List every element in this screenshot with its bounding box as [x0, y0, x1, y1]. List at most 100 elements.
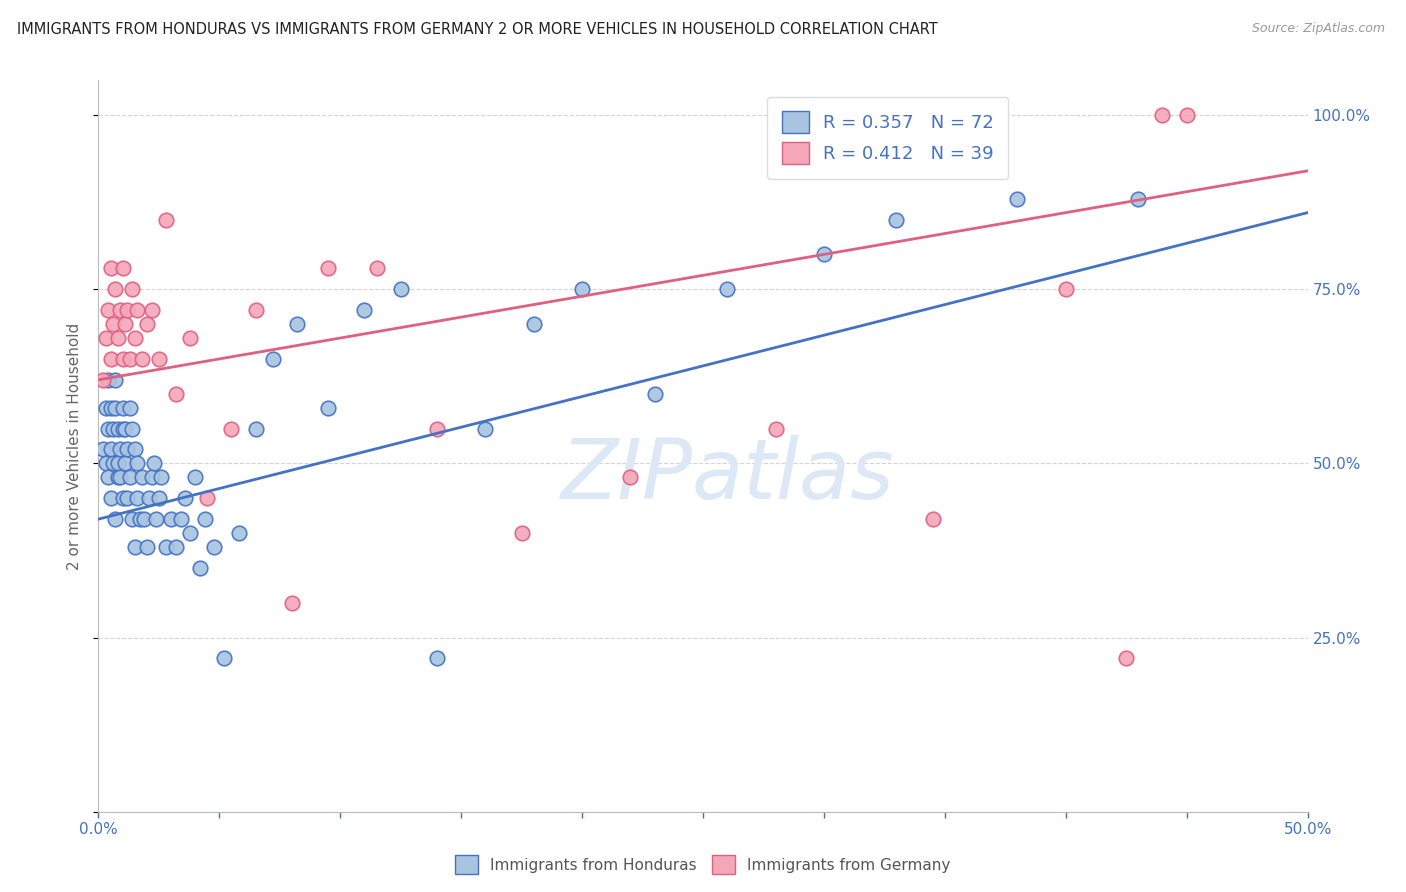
Point [111, 261, 134, 276]
Point [281, 596, 304, 610]
Point [353, 303, 375, 318]
Point [127, 491, 149, 506]
Point [104, 401, 127, 415]
Point [104, 373, 127, 387]
Point [523, 317, 546, 331]
Point [1007, 192, 1029, 206]
Point [921, 512, 943, 526]
Point [131, 470, 153, 484]
Point [174, 491, 197, 506]
Point [228, 526, 250, 541]
Point [644, 386, 666, 401]
Point [101, 317, 124, 331]
Point [117, 442, 139, 457]
Point [285, 317, 308, 331]
Point [619, 470, 641, 484]
Point [91, 442, 114, 457]
Point [108, 470, 131, 484]
Point [886, 212, 908, 227]
Point [245, 303, 267, 318]
Point [1115, 651, 1137, 665]
Point [155, 212, 177, 227]
Y-axis label: 2 or more Vehicles in Household: 2 or more Vehicles in Household [67, 322, 83, 570]
Point [165, 386, 187, 401]
Point [111, 401, 134, 415]
Point [135, 317, 157, 331]
Point [94, 401, 117, 415]
Point [510, 526, 533, 541]
Text: Source: ZipAtlas.com: Source: ZipAtlas.com [1251, 22, 1385, 36]
Point [141, 303, 163, 318]
Point [114, 317, 136, 331]
Point [131, 351, 153, 366]
Point [141, 470, 163, 484]
Point [179, 331, 201, 345]
Point [195, 491, 218, 506]
Point [138, 491, 160, 506]
Point [121, 282, 143, 296]
Point [474, 421, 496, 435]
Point [124, 540, 146, 554]
Point [117, 491, 139, 506]
Point [118, 351, 141, 366]
Text: IMMIGRANTS FROM HONDURAS VS IMMIGRANTS FROM GERMANY 2 OR MORE VEHICLES IN HOUSEH: IMMIGRANTS FROM HONDURAS VS IMMIGRANTS F… [17, 22, 938, 37]
Point [143, 457, 166, 471]
Point [121, 421, 143, 435]
Point [426, 651, 449, 665]
Legend: R = 0.357   N = 72, R = 0.412   N = 39: R = 0.357 N = 72, R = 0.412 N = 39 [768, 96, 1008, 178]
Point [127, 457, 149, 471]
Point [1152, 108, 1174, 122]
Text: ZIPatlas: ZIPatlas [561, 434, 894, 516]
Point [94, 331, 117, 345]
Point [104, 282, 127, 296]
Point [212, 651, 235, 665]
Point [97, 373, 120, 387]
Point [765, 421, 787, 435]
Point [1175, 108, 1198, 122]
Legend: Immigrants from Honduras, Immigrants from Germany: Immigrants from Honduras, Immigrants fro… [449, 849, 957, 880]
Point [128, 512, 150, 526]
Point [134, 512, 156, 526]
Point [101, 457, 124, 471]
Point [91, 373, 114, 387]
Point [108, 303, 131, 318]
Point [262, 351, 284, 366]
Point [148, 491, 170, 506]
Point [111, 491, 134, 506]
Point [204, 540, 226, 554]
Point [155, 540, 177, 554]
Point [100, 401, 122, 415]
Point [101, 421, 124, 435]
Point [366, 261, 388, 276]
Point [160, 512, 183, 526]
Point [107, 457, 129, 471]
Point [100, 442, 122, 457]
Point [114, 457, 136, 471]
Point [389, 282, 412, 296]
Point [179, 526, 201, 541]
Point [426, 421, 449, 435]
Point [165, 540, 187, 554]
Point [150, 470, 173, 484]
Point [100, 351, 122, 366]
Point [813, 247, 835, 261]
Point [107, 421, 129, 435]
Point [94, 457, 117, 471]
Point [124, 331, 146, 345]
Point [188, 561, 211, 575]
Point [97, 470, 120, 484]
Point [111, 351, 134, 366]
Point [1128, 192, 1150, 206]
Point [127, 303, 149, 318]
Point [97, 303, 120, 318]
Point [118, 401, 141, 415]
Point [169, 512, 191, 526]
Point [118, 470, 141, 484]
Point [716, 282, 738, 296]
Point [117, 303, 139, 318]
Point [184, 470, 207, 484]
Point [100, 491, 122, 506]
Point [245, 421, 267, 435]
Point [111, 421, 134, 435]
Point [124, 442, 146, 457]
